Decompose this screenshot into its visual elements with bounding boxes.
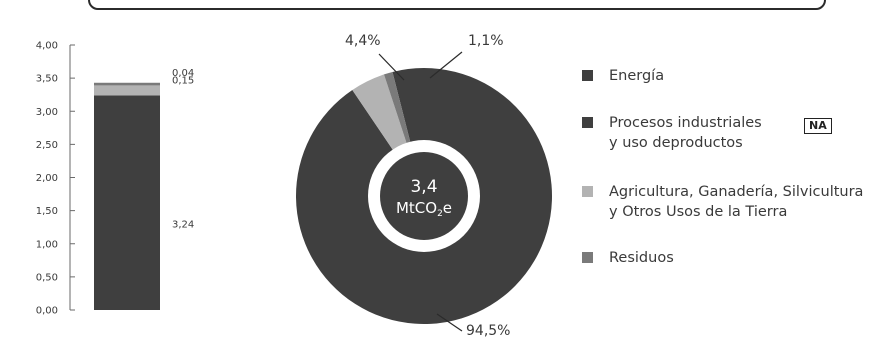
y-tick-label: 0,00 — [36, 306, 58, 317]
slice-label: 1,1% — [468, 33, 504, 49]
legend-label: Energía — [609, 68, 665, 84]
leader-line — [378, 53, 405, 81]
center-value: 3,4 — [410, 177, 437, 197]
legend-item-residuos: Residuos — [582, 248, 674, 268]
y-tick-label: 3,50 — [36, 74, 58, 85]
bar-data-label: 0,15 — [172, 75, 194, 86]
y-tick-label: 2,00 — [36, 173, 58, 184]
y-tick-label: 4,00 — [36, 41, 58, 52]
slice-label: 94,5% — [466, 323, 510, 339]
bar-segment — [94, 82, 160, 86]
y-tick-label: 3,00 — [36, 107, 58, 118]
legend-label: y Otros Usos de la Tierra — [609, 204, 788, 220]
y-tick-label: 2,50 — [36, 140, 58, 151]
legend-item-procesos-industriales: Procesos industriales y uso deproductos … — [582, 113, 832, 153]
leader-line — [429, 51, 463, 79]
y-tick-label: 1,00 — [36, 239, 58, 250]
center-unit: MtCO2e — [396, 199, 452, 219]
legend-swatch — [582, 186, 593, 197]
na-badge: NA — [804, 118, 832, 134]
bar-data-label: 0,04 — [172, 68, 194, 79]
center-disc — [380, 152, 468, 240]
legend-label: Agricultura, Ganadería, Silvicultura — [609, 184, 864, 200]
y-tick-label: 1,50 — [36, 206, 58, 217]
legend-swatch — [582, 252, 593, 263]
y-tick-label: 0,50 — [36, 272, 58, 283]
legend-label: Residuos — [609, 250, 674, 266]
legend-item-agricultura: Agricultura, Ganadería, Silvicultura y O… — [582, 182, 863, 222]
legend-swatch — [582, 70, 593, 81]
slice-label: 4,4% — [345, 33, 381, 49]
legend-label: y uso deproductos — [609, 135, 743, 151]
legend-label: Procesos industriales — [609, 115, 762, 131]
legend-swatch — [582, 117, 593, 128]
leader-line — [436, 313, 463, 332]
bar-segment — [94, 95, 160, 310]
bar-segment — [94, 85, 160, 96]
legend: Energía Procesos industriales y uso depr… — [582, 0, 889, 343]
bar-data-label: 3,24 — [172, 220, 194, 231]
legend-item-energia: Energía — [582, 66, 664, 86]
